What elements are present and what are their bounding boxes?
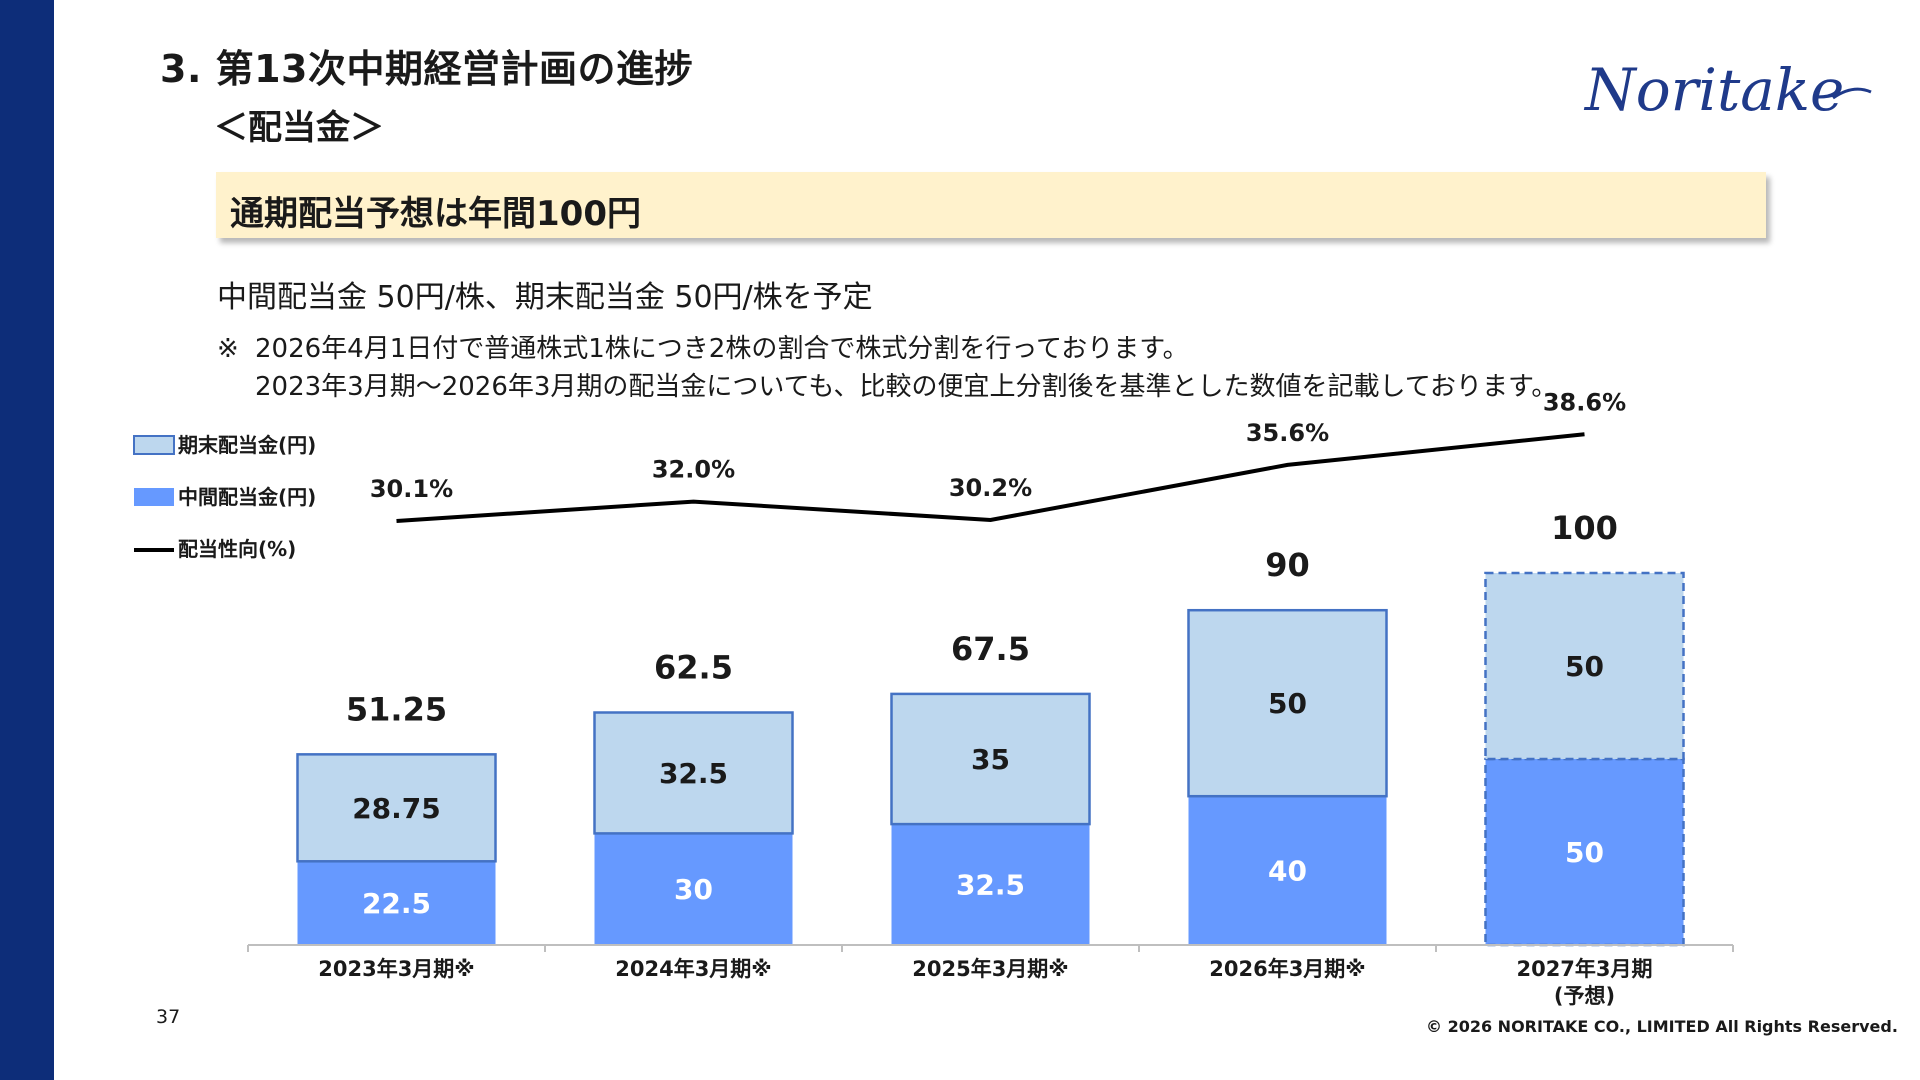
label-total-4: 100	[1551, 509, 1618, 547]
page-title: 3. 第13次中期経営計画の進捗	[160, 47, 693, 91]
bar-interim-3	[1188, 796, 1387, 945]
x-tick-label-3: 2026年3月期※	[1209, 957, 1365, 981]
category-axis: 2023年3月期※ 2024年3月期※ 2025年3月期※ 2026年3月期※ 2027…	[247, 944, 1734, 1008]
payout-label-3: 35.6%	[1246, 419, 1329, 447]
legend-label-payout: 配当性向(%)	[178, 537, 296, 561]
x-tick-label-1: 2024年3月期※	[615, 957, 771, 981]
highlight-callout: 通期配当予想は年間100円	[216, 172, 1766, 238]
callout-text: 通期配当予想は年間100円	[230, 194, 641, 234]
bar-year-end-4	[1484, 571, 1685, 761]
bar-year-end-1	[593, 711, 794, 835]
label-year-end-0: 28.75	[352, 792, 441, 825]
label-interim-3: 40	[1268, 855, 1307, 888]
x-tick-label-4-sub: (予想)	[1554, 984, 1615, 1008]
label-year-end-4: 50	[1565, 650, 1604, 683]
label-total-2: 67.5	[951, 630, 1030, 668]
payout-ratio-line: 30.1% 32.0% 30.2% 35.6% 38.6%	[370, 388, 1626, 523]
payout-label-0: 30.1%	[370, 475, 453, 503]
note-line-2: 2023年3月期～2026年3月期の配当金についても、比較の便宜上分割後を基準と…	[255, 372, 1558, 402]
bar-interim-4	[1484, 757, 1685, 947]
chart-legend: 期末配当金(円) 中間配当金(円) 配当性向(%)	[133, 433, 316, 561]
label-interim-2: 32.5	[956, 869, 1025, 902]
noritake-logo: Noritake	[1583, 56, 1872, 124]
dividend-plan-text: 中間配当金 50円/株、期末配当金 50円/株を予定	[217, 280, 873, 315]
payout-label-4: 38.6%	[1543, 388, 1626, 416]
x-tick-label-2: 2025年3月期※	[912, 957, 1068, 981]
x-tick-label-4: 2027年3月期	[1516, 957, 1652, 981]
legend-swatch-interim	[134, 488, 174, 506]
logo-wordmark: Noritake	[1583, 56, 1844, 124]
label-year-end-3: 50	[1268, 687, 1307, 720]
label-interim-0: 22.5	[362, 887, 431, 920]
bar-group: 22.5 28.75 51.25 30 32.5 62.5 32.5 35 67.5 40 50 90…	[296, 509, 1685, 947]
label-total-0: 51.25	[346, 690, 447, 728]
legend-label-interim: 中間配当金(円)	[178, 485, 316, 509]
label-year-end-1: 32.5	[659, 757, 728, 790]
label-total-1: 62.5	[654, 649, 733, 687]
bar-year-end-3	[1187, 608, 1388, 798]
logo-swash	[1832, 87, 1872, 100]
copyright-notice: © 2026 NORITAKE CO., LIMITED All Rights …	[1426, 1017, 1898, 1036]
bar-interim-0	[297, 861, 496, 945]
label-interim-1: 30	[674, 873, 713, 906]
label-year-end-2: 35	[971, 743, 1010, 776]
payout-label-2: 30.2%	[949, 474, 1032, 502]
x-tick-label-0: 2023年3月期※	[318, 957, 474, 981]
label-interim-4: 50	[1565, 836, 1604, 869]
payout-label-1: 32.0%	[652, 456, 735, 484]
payout-line-path	[396, 432, 1585, 523]
left-accent-bar	[0, 0, 54, 1080]
bar-year-end-0	[296, 753, 497, 863]
bar-interim-1	[594, 833, 793, 945]
note-mark: ※	[217, 334, 239, 364]
legend-swatch-year-end	[133, 435, 175, 455]
note-line-1: 2026年4月1日付で普通株式1株につき2株の割合で株式分割を行っております。	[255, 334, 1189, 364]
bar-interim-2	[891, 824, 1090, 945]
page-subtitle: ＜配当金＞	[214, 108, 384, 148]
page-number: 37	[156, 1006, 181, 1028]
label-total-3: 90	[1265, 546, 1310, 584]
bar-year-end-2	[890, 692, 1091, 826]
legend-label-year-end: 期末配当金(円)	[178, 433, 316, 457]
